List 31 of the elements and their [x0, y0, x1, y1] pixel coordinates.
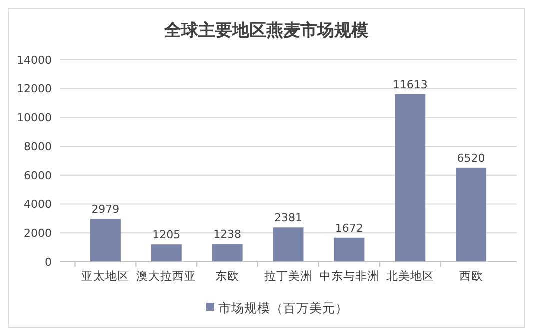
x-tick-label: 北美地区: [386, 269, 434, 283]
chart-title: 全球主要地区燕麦市场规模: [164, 21, 368, 41]
y-tick-label: 4000: [24, 198, 52, 212]
data-label: 11613: [392, 78, 428, 92]
y-tick-label: 0: [45, 256, 52, 269]
bar: [90, 219, 121, 262]
x-tick-label: 中东与非洲: [319, 269, 380, 283]
bar: [456, 168, 487, 262]
bar: [395, 94, 426, 262]
bar: [212, 244, 243, 262]
data-label: 6520: [457, 152, 486, 165]
data-label: 2381: [274, 212, 302, 225]
data-label: 1672: [335, 222, 364, 235]
bar: [151, 244, 182, 262]
y-tick-label: 10000: [17, 112, 52, 125]
y-tick-label: 12000: [17, 82, 52, 96]
y-tick-label: 8000: [24, 140, 52, 154]
x-tick-label: 澳大拉西亚: [136, 269, 197, 283]
data-label: 2979: [92, 203, 120, 216]
legend-label: 市场规模（百万美元）: [218, 300, 348, 316]
bar: [273, 228, 304, 262]
x-tick-label: 亚太地区: [82, 269, 130, 283]
x-tick-label: 西欧: [459, 269, 484, 283]
y-tick-label: 6000: [24, 169, 52, 182]
bar: [334, 238, 365, 262]
x-tick-label: 拉丁美洲: [264, 269, 312, 283]
data-label: 1238: [214, 228, 242, 242]
y-tick-label: 14000: [17, 54, 52, 67]
y-tick-label: 2000: [24, 226, 52, 240]
x-tick-label: 东欧: [216, 269, 240, 283]
data-label: 1205: [152, 228, 181, 242]
